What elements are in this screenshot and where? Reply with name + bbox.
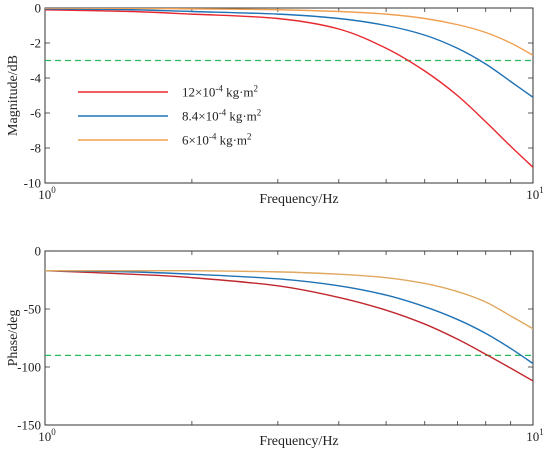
y-tick-label: -4 [30,71,41,86]
y-axis-label: Phase/deg [6,310,21,367]
series-line-3 [45,8,533,56]
y-tick-label: 0 [35,244,42,259]
y-tick-label: -10 [24,176,41,191]
x-axis-label: Frequency/Hz [259,192,338,207]
plot-frame [44,250,534,426]
legend: 12×10-4 kg·m2 8.4×10-4 kg·m2 6×10-4 kg·m2 [78,84,261,148]
x-tick-label: 100 [38,185,56,202]
y-tick-label: -6 [30,106,41,121]
series-line-1 [45,270,533,382]
y-axis-label: Magnitude/dB [6,55,21,136]
y-tick-label: 0 [35,1,42,16]
series-group [45,8,533,168]
y-tick-label: -150 [17,418,41,433]
legend-entry: 12×10-4 kg·m2 [182,84,258,100]
series-line-1 [45,9,533,168]
y-tick-label: -2 [30,36,41,51]
series-line-2 [45,270,533,365]
legend-entry: 6×10-4 kg·m2 [182,132,252,148]
plot-frame [44,7,534,184]
y-tick-label: -8 [30,141,41,156]
y-tick-label: -50 [24,302,41,317]
x-tick-label: 101 [526,427,544,444]
series-group [45,269,533,382]
series-line-2 [45,8,533,98]
x-tick-label: 100 [38,427,56,444]
legend-entry: 8.4×10-4 kg·m2 [182,108,261,124]
series-line-3 [45,269,533,330]
y-tick-label: -100 [17,360,41,375]
x-tick-label: 101 [526,185,544,202]
x-axis-label: Frequency/Hz [259,434,338,449]
